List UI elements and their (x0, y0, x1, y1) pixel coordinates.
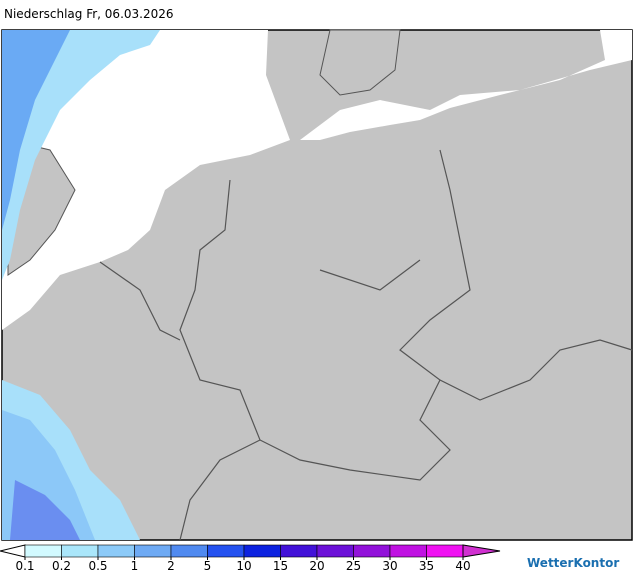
legend-swatch (134, 544, 172, 558)
map-title: Niederschlag Fr, 06.03.2026 (4, 7, 174, 21)
legend-label: 20 (309, 559, 324, 573)
legend-swatch (426, 544, 464, 558)
legend-swatch (389, 544, 427, 558)
legend-label: 0.5 (88, 559, 107, 573)
legend: 0.1 0.2 0.5 1 2 5 10 15 20 25 30 35 40 (0, 544, 501, 573)
legend-label: 35 (419, 559, 434, 573)
legend-label: 10 (236, 559, 251, 573)
legend-swatch (61, 544, 99, 558)
legend-label: 15 (273, 559, 288, 573)
legend-swatch (316, 544, 354, 558)
legend-label: 5 (204, 559, 212, 573)
legend-label: 0.2 (52, 559, 71, 573)
legend-swatch (24, 544, 62, 558)
legend-swatch (207, 544, 245, 558)
legend-swatch (243, 544, 281, 558)
legend-below (0, 544, 26, 558)
legend-label: 2 (167, 559, 175, 573)
brand: WetterKontor (527, 556, 619, 570)
map (1, 29, 633, 541)
legend-label: 25 (346, 559, 361, 573)
legend-swatch (97, 544, 135, 558)
legend-swatch (170, 544, 208, 558)
legend-label: 0.1 (15, 559, 34, 573)
legend-label: 30 (382, 559, 397, 573)
legend-label: 1 (131, 559, 139, 573)
legend-label: 40 (455, 559, 470, 573)
legend-above (462, 544, 501, 558)
legend-swatch (353, 544, 391, 558)
legend-swatch (280, 544, 318, 558)
